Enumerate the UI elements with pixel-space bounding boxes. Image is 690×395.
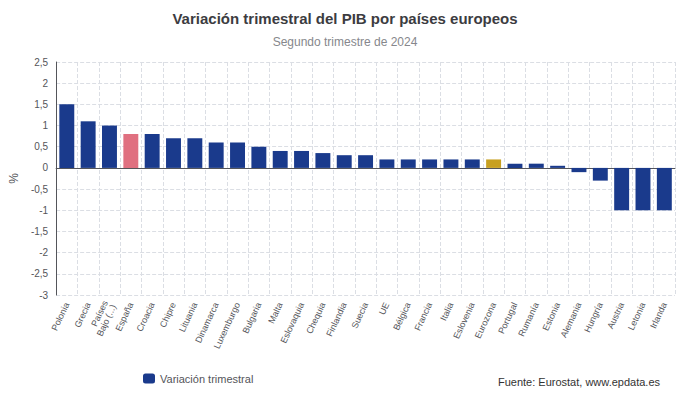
svg-text:Eslovaquia: Eslovaquia (278, 301, 306, 345)
svg-text:Bajo (...): Bajo (...) (95, 303, 118, 338)
svg-text:Países: Países (89, 299, 110, 329)
svg-text:Lituania: Lituania (177, 301, 199, 334)
svg-text:-3: -3 (39, 290, 48, 301)
svg-text:2: 2 (43, 78, 49, 89)
svg-text:Luxemburgo: Luxemburgo (212, 301, 242, 350)
svg-text:Malta: Malta (266, 301, 284, 325)
svg-text:Croacia: Croacia (135, 301, 157, 333)
svg-text:Segundo trimestre de 2024: Segundo trimestre de 2024 (273, 35, 418, 49)
svg-text:España: España (113, 301, 135, 333)
svg-text:-2,5: -2,5 (31, 268, 49, 279)
svg-text:Variación trimestral del PIB p: Variación trimestral del PIB por países … (172, 10, 517, 27)
svg-text:Variación trimestral: Variación trimestral (160, 373, 253, 385)
svg-text:-1: -1 (39, 205, 48, 216)
svg-text:Letonia: Letonia (626, 301, 648, 332)
svg-text:Francia: Francia (412, 301, 434, 332)
svg-text:Eslovenia: Eslovenia (451, 300, 477, 341)
svg-text:Irlanda: Irlanda (648, 301, 669, 330)
svg-text:0,5: 0,5 (34, 141, 48, 152)
svg-text:Dinamarca: Dinamarca (193, 300, 221, 345)
svg-text:Portugal: Portugal (496, 301, 519, 336)
svg-text:Rumanía: Rumanía (516, 301, 540, 338)
svg-text:-2: -2 (39, 247, 48, 258)
svg-text:1: 1 (43, 120, 49, 131)
svg-text:2,5: 2,5 (34, 57, 48, 68)
svg-text:Suecia: Suecia (349, 301, 370, 330)
svg-text:Finlandia: Finlandia (324, 301, 348, 338)
svg-text:Eurozona: Eurozona (473, 301, 498, 340)
svg-text:Bulgaria: Bulgaria (240, 301, 263, 335)
svg-text:Austria: Austria (605, 301, 626, 331)
svg-text:Hungría: Hungría (582, 301, 605, 334)
svg-text:-1,5: -1,5 (31, 226, 49, 237)
svg-text:Fuente: Eurostat, www.epdata.e: Fuente: Eurostat, www.epdata.es (498, 376, 661, 388)
svg-text:0: 0 (43, 162, 49, 173)
svg-text:Italia: Italia (438, 301, 455, 322)
svg-text:Estonia: Estonia (540, 301, 562, 332)
svg-text:-0,5: -0,5 (31, 184, 49, 195)
svg-text:Polonia: Polonia (50, 301, 72, 332)
svg-text:Grecia: Grecia (72, 300, 93, 330)
svg-text:Chipre: Chipre (158, 301, 178, 329)
svg-text:Chequia: Chequia (304, 301, 327, 336)
svg-text:Bélgica: Bélgica (391, 301, 413, 332)
svg-text:UE: UE (377, 301, 391, 317)
svg-text:Alemania: Alemania (559, 301, 584, 339)
svg-text:1,5: 1,5 (34, 99, 48, 110)
svg-text:%: % (7, 173, 21, 184)
